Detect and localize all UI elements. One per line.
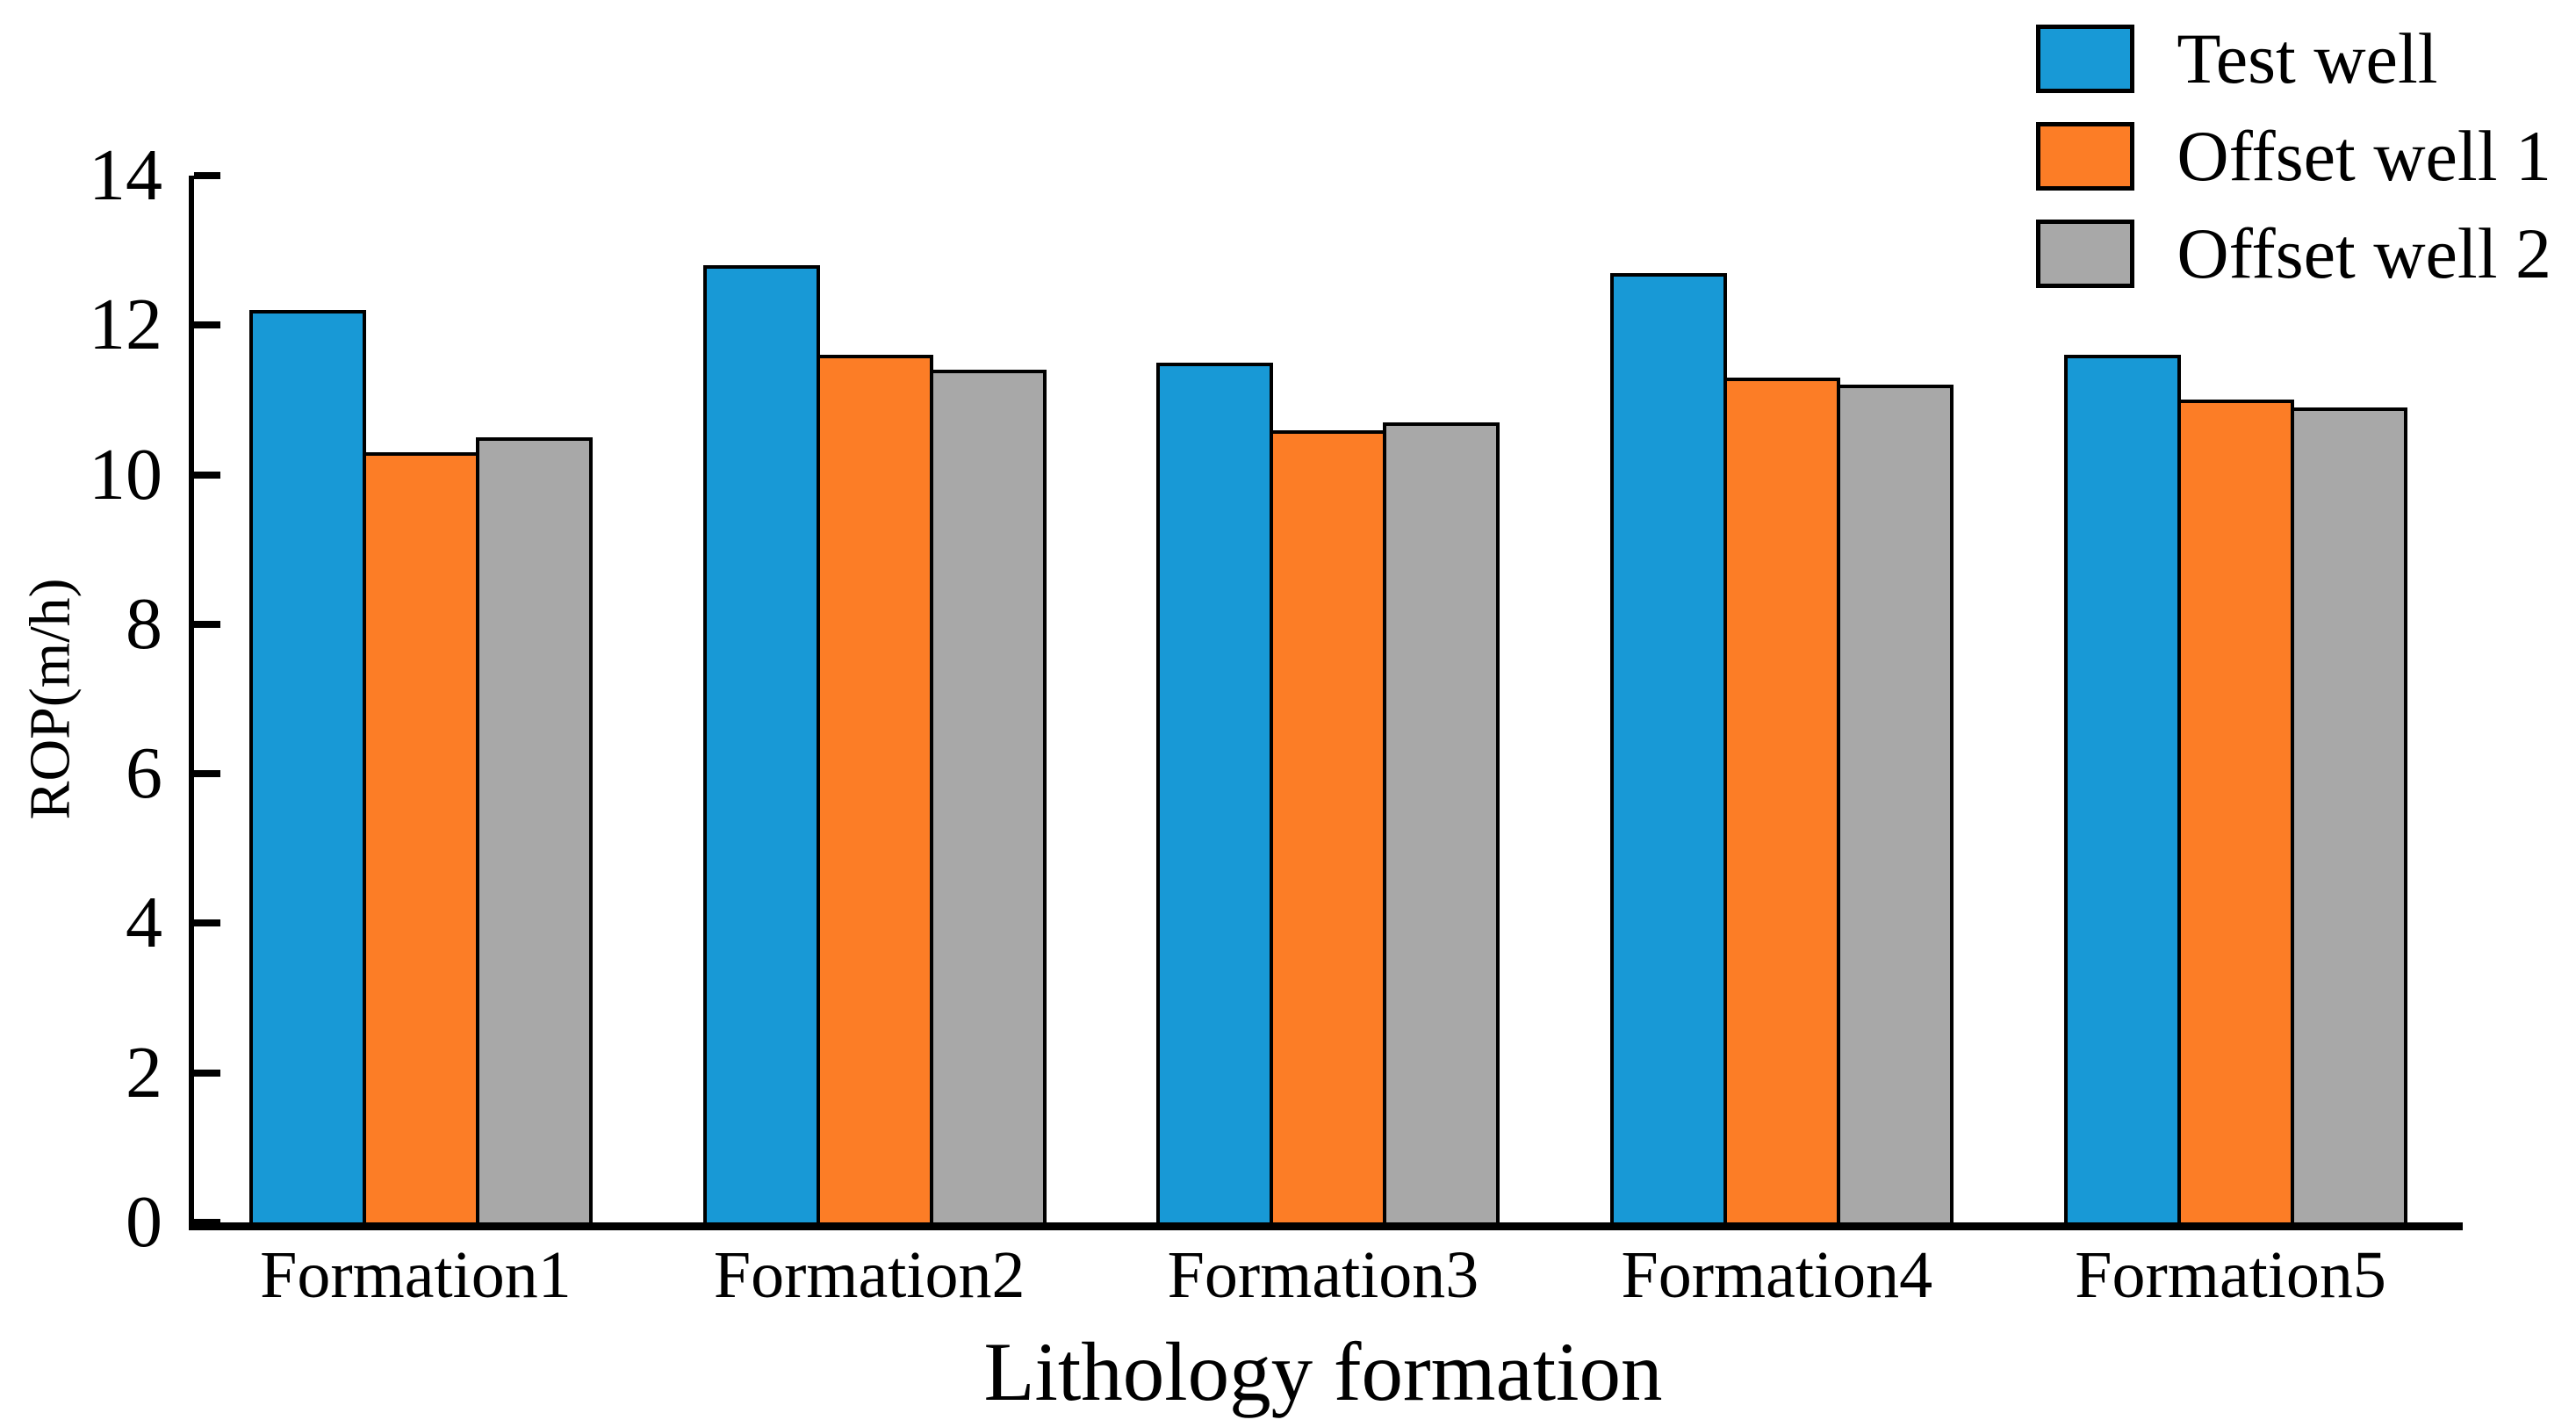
y-tick-label: 12	[89, 284, 162, 366]
y-tick-mark	[194, 770, 220, 778]
bar	[2064, 355, 2182, 1222]
x-tick-label: Formation4	[1621, 1238, 1933, 1312]
bar	[248, 310, 366, 1222]
x-axis-title: Lithology formation	[983, 1325, 1663, 1418]
y-tick-label: 2	[126, 1031, 162, 1113]
legend: Test well Offset well 1 Offset well 2	[2036, 22, 2551, 291]
y-tick-mark	[194, 620, 220, 628]
x-tick-label: Formation2	[713, 1238, 1025, 1312]
bar	[1723, 377, 1841, 1222]
bar-group-formation2	[648, 176, 1102, 1222]
y-tick-label: 14	[89, 134, 162, 216]
legend-item: Test well	[2036, 22, 2551, 96]
legend-swatch	[2036, 122, 2135, 191]
bar	[1610, 272, 1728, 1222]
bar-group-formation4	[1555, 176, 2009, 1222]
bar	[2177, 400, 2295, 1222]
y-tick-mark	[194, 321, 220, 329]
y-tick-mark	[194, 919, 220, 927]
bar	[929, 370, 1047, 1222]
legend-label: Offset well 2	[2177, 213, 2551, 293]
y-tick-mark	[194, 1219, 220, 1226]
legend-label: Offset well 1	[2177, 116, 2551, 196]
x-tick-label: Formation3	[1167, 1238, 1479, 1312]
x-tick-label: Formation1	[260, 1238, 572, 1312]
y-tick-label: 0	[126, 1181, 162, 1263]
y-tick-label: 4	[126, 882, 162, 964]
bar	[702, 265, 820, 1222]
y-tick-mark	[194, 172, 220, 179]
y-tick-label: 8	[126, 582, 162, 665]
y-tick-label: 6	[126, 732, 162, 815]
bar-group-formation3	[1102, 176, 1556, 1222]
y-tick-label: 10	[89, 433, 162, 515]
bar	[1383, 422, 1500, 1222]
bar	[1270, 429, 1387, 1222]
bar-group-formation1	[194, 176, 648, 1222]
legend-swatch	[2036, 220, 2135, 288]
legend-swatch	[2036, 25, 2135, 93]
bar-group-formation5	[2009, 176, 2463, 1222]
bar	[1837, 385, 1954, 1222]
legend-item: Offset well 2	[2036, 217, 2551, 291]
plot-area	[189, 172, 2463, 1230]
legend-label: Test well	[2177, 18, 2438, 98]
legend-item: Offset well 1	[2036, 119, 2551, 193]
bar	[475, 437, 593, 1222]
y-tick-mark	[194, 471, 220, 479]
bar	[816, 355, 933, 1222]
bar	[2291, 407, 2408, 1222]
y-tick-labels: 0 2 4 6 8 10 12 14	[0, 139, 162, 1259]
bar-groups	[194, 176, 2463, 1222]
x-tick-labels: Formation1 Formation2 Formation3 Formation4…	[189, 1240, 2457, 1310]
x-tick-label: Formation5	[2075, 1238, 2386, 1312]
bar	[362, 452, 479, 1222]
bar	[1156, 362, 1274, 1222]
y-tick-mark	[194, 1069, 220, 1077]
